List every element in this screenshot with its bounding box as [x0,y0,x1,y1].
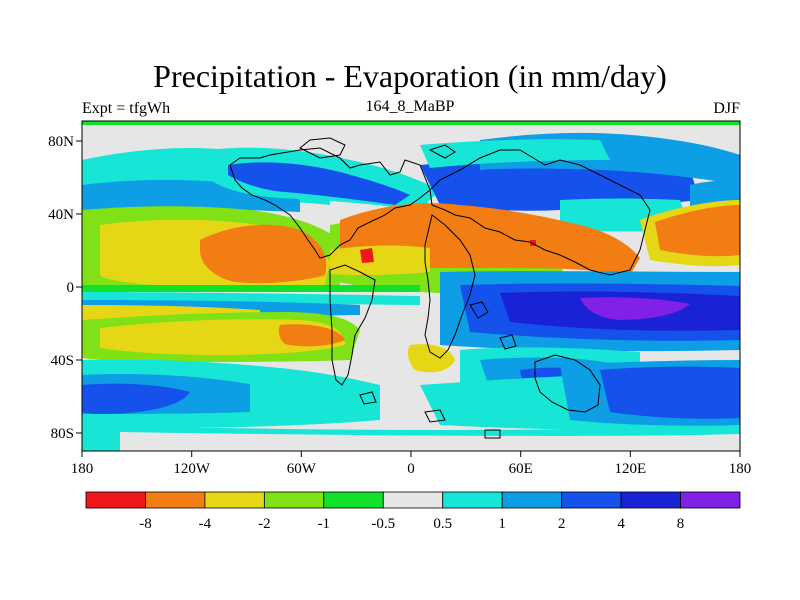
colorbar-label: -4 [199,516,212,532]
colorbar-label: 8 [677,516,685,532]
field-s-pacific-blue [82,383,190,414]
colorbar-label: -0.5 [371,516,395,532]
coastlines [229,137,651,439]
field-siberia-cyan [420,139,610,168]
lat-tick-label: 40S [51,353,74,369]
colorbar-swatch [620,491,681,509]
lat-tick-labels: 80N 40N 0 40S 80S [48,134,74,442]
colorbar-swatch [382,491,444,509]
colorbar-label: 4 [617,516,625,532]
colorbar-label: 2 [558,516,566,532]
coastline-antarctic [359,391,501,439]
colorbar-label: 1 [498,516,506,532]
lat-tick-label: 40N [48,207,74,223]
experiment-label: Expt = tfgWh [82,100,171,117]
colorbar-label: -2 [258,516,271,532]
lon-tick-label: 120E [614,461,646,477]
coastline-africa [424,214,476,359]
colorbar-label: 0.5 [433,516,452,532]
field-arctic-strip [82,121,740,125]
coastline-eurasia-africa [429,149,651,276]
colorbar-swatch [680,491,741,509]
map-field [82,121,740,451]
field-n-pacific-orange [200,224,327,284]
field-asia-red-1 [360,248,374,263]
lon-tick-label: 180 [729,461,752,477]
colorbar-swatch [204,491,265,509]
lat-tick-label: 0 [67,280,75,296]
colorbar-swatch [263,491,325,509]
colorbar-swatch [442,491,503,509]
colorbar-swatch [85,491,146,509]
colorbar-swatch [323,491,384,509]
colorbar: -8 -4 -2 -1 -0.5 0.5 1 2 4 8 [85,491,741,532]
lon-tick-labels: 180 120W 60W 0 60E 120E 180 [71,461,752,477]
coastline-small-islands-1 [469,301,517,350]
lat-tick-label: 80S [51,426,74,442]
coastline-north-america [229,147,431,259]
colorbar-swatch [145,491,206,509]
lat-tick-label: 80N [48,134,74,150]
field-n-america-blue [228,162,410,205]
field-equator-green [82,285,420,292]
field-w-pacific-violet [580,297,690,320]
field-s-pacific-orange [278,324,345,347]
lon-tick-label: 60E [509,461,533,477]
plot-title: Precipitation - Evaporation (in mm/day) [153,58,667,94]
field-antarctic-neutral [120,432,740,451]
season-label: DJF [713,100,740,117]
period-label: 164_8_MaBP [365,98,455,115]
lon-tick-label: 120W [173,461,211,477]
lon-tick-label: 0 [407,461,415,477]
colorbar-swatch [561,491,622,509]
colorbar-label: -1 [318,516,331,532]
field-s-africa-yellow [407,344,455,373]
coastline-arctic-islands [299,137,456,159]
tick-marks [76,140,741,457]
colorbar-label: -8 [139,516,152,532]
coastline-australia [534,354,601,413]
coastline-south-america [329,264,376,386]
field-s-ocean-blue [600,366,740,419]
lon-tick-label: 60W [287,461,317,477]
lon-tick-label: 180 [71,461,94,477]
field-sahara-yellow [330,245,430,276]
field-w-pacific-orange [655,205,740,257]
colorbar-swatch [501,491,563,509]
